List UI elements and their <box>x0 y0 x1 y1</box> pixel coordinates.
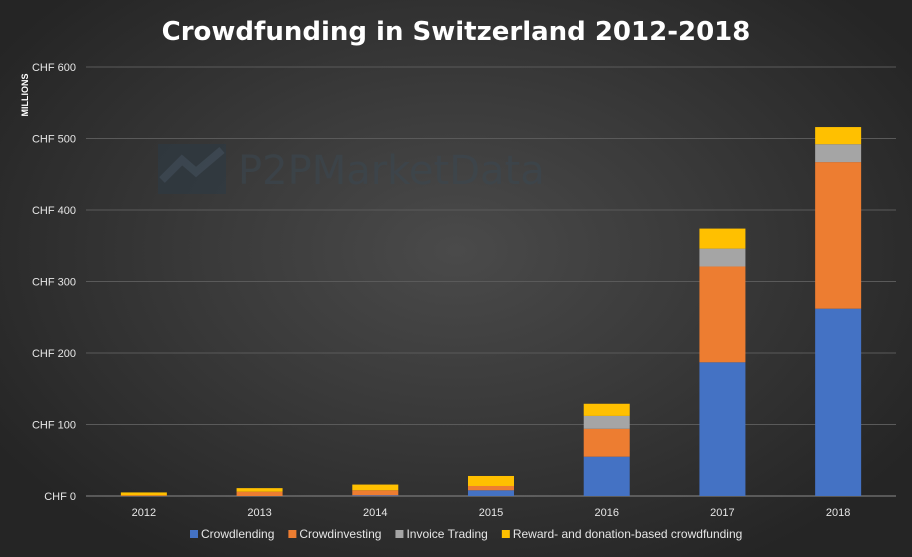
watermark-chart-line <box>159 146 225 183</box>
bar-segment <box>120 495 167 496</box>
watermark-text: P2PMarketData <box>238 148 545 194</box>
bar-segment <box>468 490 514 496</box>
bar-segment <box>815 127 862 145</box>
bar-segment <box>468 485 514 491</box>
x-tick-label: 2016 <box>594 507 618 519</box>
watermark-logo: P2PMarketData <box>158 144 545 194</box>
chart-title: Crowdfunding in Switzerland 2012-2018 <box>162 17 751 47</box>
y-tick-label: CHF 500 <box>32 134 76 146</box>
bar-segment <box>699 228 746 249</box>
x-tick-label: 2012 <box>132 507 156 519</box>
x-axis-ticks: 2012 2013 2014 2015 2016 2017 2018 <box>132 507 851 519</box>
bar-segment <box>699 248 746 267</box>
gridlines <box>86 66 896 497</box>
legend-label: Crowdinvesting <box>299 527 381 541</box>
legend-swatch <box>288 530 297 538</box>
legend-swatch <box>501 530 510 538</box>
y-tick-label: CHF 100 <box>32 420 76 432</box>
y-tick-label: CHF 200 <box>32 348 76 360</box>
y-tick-label: CHF 600 <box>32 62 76 74</box>
legend-swatch <box>190 530 198 538</box>
bar-segment <box>352 490 399 496</box>
legend-swatch <box>395 530 404 538</box>
legend-label: Invoice Trading <box>406 527 487 541</box>
bar-segment <box>120 492 167 496</box>
bar-segment <box>468 475 514 486</box>
bar-segment <box>236 488 283 492</box>
bar-segment <box>583 428 630 457</box>
legend-label: Reward- and donation-based crowdfunding <box>513 527 742 541</box>
y-tick-label: CHF 300 <box>32 277 76 289</box>
bar-segment <box>583 403 630 416</box>
bar-segment <box>815 162 862 309</box>
bar-segment <box>352 484 399 491</box>
bar-segment <box>583 456 630 496</box>
y-axis-label: MILLIONS <box>20 74 30 117</box>
bar-segment <box>583 415 630 429</box>
x-tick-label: 2018 <box>826 507 850 519</box>
legend: Crowdlending Crowdinvesting Invoice Tradin… <box>190 527 742 541</box>
x-tick-label: 2014 <box>363 507 387 519</box>
bar-segment <box>699 362 746 496</box>
y-tick-label: CHF 0 <box>44 491 76 503</box>
bar-segment <box>699 266 746 363</box>
bar-segment <box>815 308 862 496</box>
y-tick-label: CHF 400 <box>32 205 76 217</box>
x-tick-label: 2015 <box>479 507 503 519</box>
x-tick-label: 2017 <box>710 507 734 519</box>
bar-segment <box>236 491 283 496</box>
y-axis-ticks: CHF 0 CHF 100 CHF 200 CHF 300 CHF 400 CHF 500… <box>32 62 76 503</box>
bars <box>120 127 862 496</box>
bar-segment <box>352 495 399 496</box>
bar-segment <box>815 144 862 163</box>
legend-label: Crowdlending <box>201 527 274 541</box>
x-tick-label: 2013 <box>247 507 271 519</box>
